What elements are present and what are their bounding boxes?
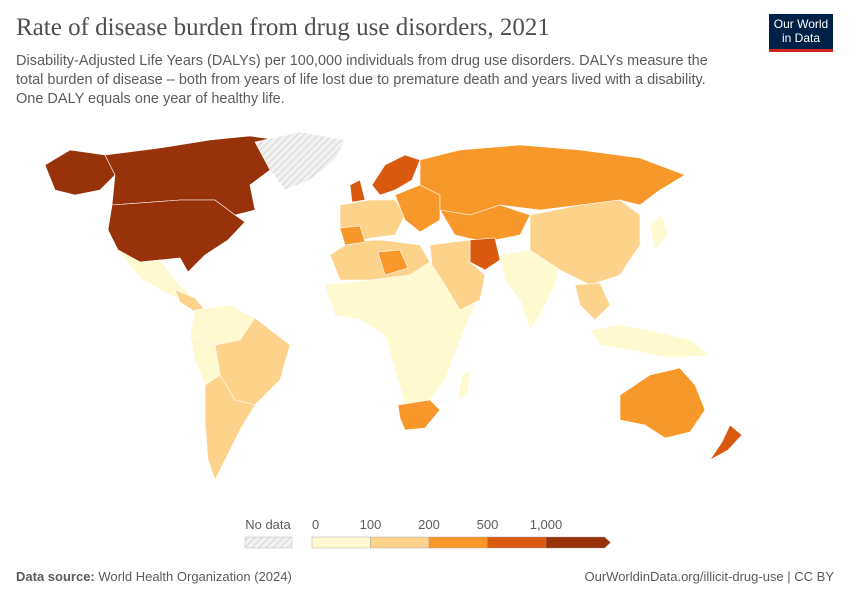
- legend-bin-2[interactable]: [428, 536, 488, 549]
- legend-tick-label: 0: [312, 517, 319, 532]
- source-url[interactable]: OurWorldinData.org/illicit-drug-use | CC…: [584, 569, 835, 584]
- map-legend: No data 0 100 200 500 1,000: [244, 517, 611, 549]
- region-russia[interactable]: [419, 144, 686, 216]
- region-central-asia[interactable]: [439, 204, 531, 243]
- region-southern-africa[interactable]: [397, 399, 441, 431]
- region-central-america[interactable]: [174, 289, 206, 313]
- legend-tick-label: 1,000: [530, 517, 563, 532]
- region-alaska[interactable]: [44, 149, 116, 196]
- world-map[interactable]: No data 0 100 200 500 1,000: [0, 120, 850, 600]
- region-australia[interactable]: [619, 367, 706, 439]
- legend-bin-1[interactable]: [370, 536, 430, 549]
- region-southern-cone[interactable]: [204, 374, 256, 481]
- legend-tick-label: 200: [418, 517, 440, 532]
- region-southeast-asia[interactable]: [574, 282, 611, 321]
- legend-no-data-label: No data: [245, 517, 291, 532]
- region-uk[interactable]: [349, 179, 366, 203]
- legend-tick-label: 500: [477, 517, 499, 532]
- data-source: Data source: World Health Organization (…: [16, 569, 292, 584]
- subtitle: Disability-Adjusted Life Years (DALYs) p…: [16, 53, 708, 107]
- region-sub-saharan-africa[interactable]: [324, 261, 476, 406]
- region-new-zealand[interactable]: [709, 424, 743, 461]
- page-title: Rate of disease burden from drug use dis…: [16, 14, 550, 41]
- legend-bin-3[interactable]: [487, 536, 547, 549]
- legend-tick-label: 100: [360, 517, 382, 532]
- region-mexico[interactable]: [117, 249, 191, 301]
- region-spain[interactable]: [339, 225, 366, 246]
- region-indonesia[interactable]: [589, 324, 711, 359]
- region-china[interactable]: [529, 199, 641, 286]
- legend-bin-0[interactable]: [311, 536, 371, 549]
- owid-logo[interactable]: Our World in Data: [769, 14, 833, 52]
- region-madagascar[interactable]: [457, 369, 471, 399]
- region-iran[interactable]: [469, 237, 501, 271]
- region-eastern-europe[interactable]: [394, 184, 441, 233]
- legend-no-data-swatch[interactable]: [244, 536, 293, 549]
- region-greenland[interactable]: [254, 131, 346, 191]
- region-libya[interactable]: [377, 249, 409, 276]
- region-middle-east[interactable]: [429, 239, 486, 311]
- region-japan[interactable]: [649, 214, 669, 251]
- legend-bin-4[interactable]: [545, 536, 611, 549]
- region-scandinavia[interactable]: [371, 154, 421, 196]
